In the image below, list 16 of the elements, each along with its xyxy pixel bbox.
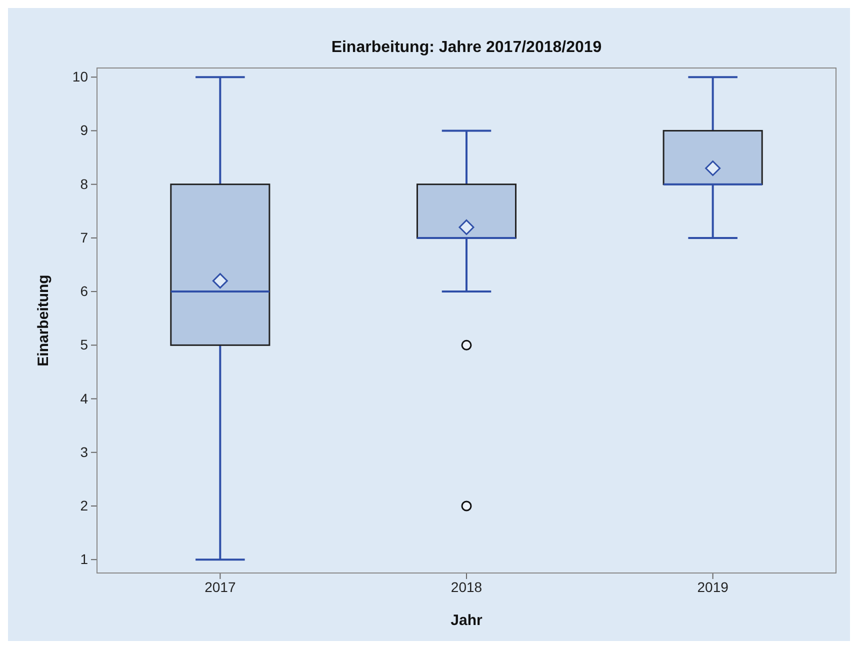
x-tick-label: 2019 — [697, 578, 729, 595]
x-tick-label: 2017 — [204, 578, 236, 595]
y-tick-label: 9 — [80, 122, 88, 138]
y-tick-label: 10 — [72, 68, 88, 85]
y-tick-label: 7 — [80, 229, 88, 246]
x-axis-title: Jahr — [450, 612, 483, 629]
y-tick-label: 6 — [80, 283, 88, 300]
y-tick-label: 2 — [80, 497, 88, 514]
x-tick-label: 2018 — [450, 578, 482, 595]
y-axis-title: Einarbeitung — [35, 274, 52, 366]
y-tick-label: 3 — [80, 444, 88, 460]
chart-title: Einarbeitung: Jahre 2017/2018/2019 — [331, 39, 602, 56]
y-tick-label: 8 — [80, 176, 88, 192]
y-tick-label: 5 — [80, 336, 88, 353]
y-tick-label: 4 — [80, 390, 88, 406]
y-tick-label: 1 — [80, 551, 88, 568]
